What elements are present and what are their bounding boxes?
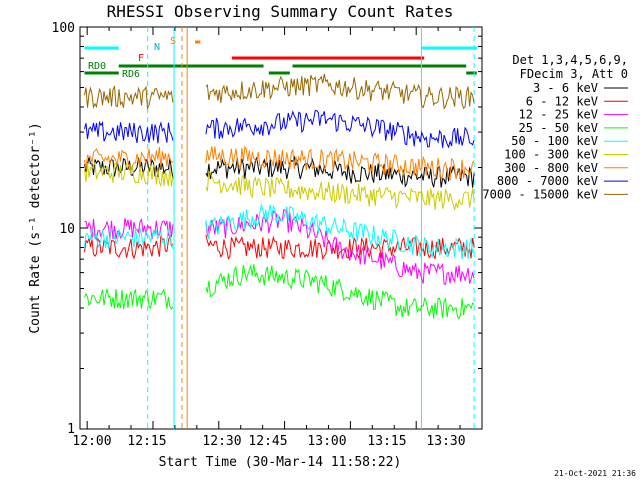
data-traces [84,73,475,320]
trace-series-8 [84,73,475,111]
y-axis-label: Count Rate (s⁻¹ detector⁻¹) [28,122,43,333]
y-tick-label-1: 1 [67,422,75,437]
y-tick-label-100: 100 [52,21,75,36]
x-tick-label-1330: 13:30 [426,434,465,449]
trace-series-4 [84,203,475,260]
render-timestamp: 21-Oct-2021 21:36 [554,469,636,478]
legend-label: 12 - 25 keV [519,108,598,122]
legend-label: 25 - 50 keV [519,121,598,135]
legend-label: 3 - 6 keV [533,81,598,95]
x-tick-label-1300: 13:00 [307,434,346,449]
chart-title: RHESSI Observing Summary Count Rates [107,2,454,21]
flag-label-f: F [138,53,144,64]
x-tick-label-1245: 12:45 [248,434,287,449]
legend-header-line2: FDecim 3, Att 0 [520,67,628,81]
flag-label-rd6: RD6 [122,69,140,80]
y-tick-label-10: 10 [59,222,75,237]
trace-series-7 [84,109,475,149]
trace-series-3 [84,264,475,320]
x-tick-label-1230: 12:30 [202,434,241,449]
flag-label-s: S [170,36,176,47]
x-axis-label: Start Time (30-Mar-14 11:58:22) [159,455,402,470]
trace-series-6 [84,145,475,181]
x-tick-label-1315: 13:15 [367,434,406,449]
trace-series-1 [84,234,475,261]
legend-label: 100 - 300 keV [504,148,598,162]
legend-label: 6 - 12 keV [526,94,598,108]
legend-label: 800 - 7000 keV [497,174,598,188]
legend-label: 300 - 800 keV [504,161,598,175]
status-flags [84,27,477,429]
legend-label: 50 - 100 keV [511,134,598,148]
x-tick-label-1215: 12:15 [127,434,166,449]
x-tick-label-1200: 12:00 [72,434,111,449]
x-axis [86,27,461,429]
legend-label: 7000 - 15000 keV [482,187,598,201]
flag-label-rd0: RD0 [88,61,106,72]
flag-label-n: N [154,42,160,53]
legend-header-line1: Det 1,3,4,5,6,9, [512,53,628,67]
